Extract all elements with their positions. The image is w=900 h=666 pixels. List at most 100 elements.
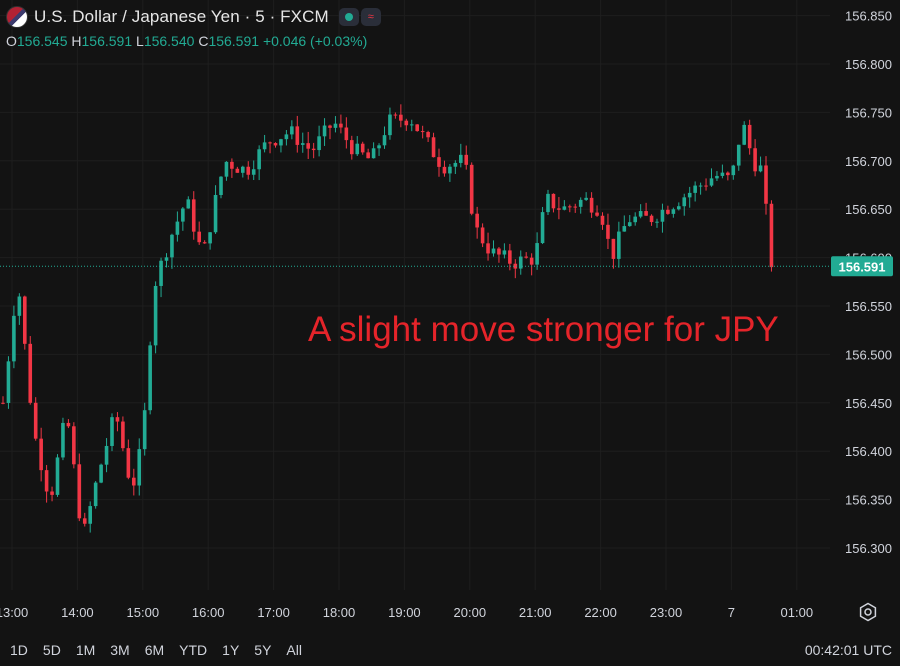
candle-body [137, 449, 142, 486]
y-tick-label: 156.650 [845, 202, 892, 217]
candle-body [257, 149, 261, 170]
candle-body [666, 209, 670, 214]
candle-body [502, 250, 507, 255]
candle-body [322, 125, 327, 137]
candle-body [453, 162, 458, 167]
candle-body [181, 208, 185, 222]
candle-body [753, 148, 757, 172]
utc-clock[interactable]: 00:42:01 UTC [804, 642, 892, 658]
range-button-1y[interactable]: 1Y [222, 642, 240, 658]
y-tick-label: 156.300 [845, 541, 892, 556]
candle-body [186, 199, 191, 209]
candle-body [518, 256, 523, 269]
candle-body [469, 164, 474, 214]
candle-body [655, 221, 659, 223]
candle-body [584, 197, 588, 200]
candle-body [121, 421, 125, 449]
candle-body [742, 124, 746, 145]
candle-body [39, 438, 43, 471]
candle-body [573, 206, 578, 208]
candle-body [442, 166, 447, 174]
candle-body [409, 124, 414, 126]
candle-body [132, 477, 136, 486]
candle-body [758, 165, 763, 172]
range-button-all[interactable]: All [286, 642, 302, 658]
x-tick-label: 18:00 [323, 605, 356, 620]
candle-body [399, 114, 403, 121]
candle-body [284, 134, 289, 140]
range-button-1m[interactable]: 1M [75, 642, 96, 658]
y-axis: 156.850156.800156.750156.700156.650156.6… [845, 9, 892, 556]
candle-body [622, 226, 627, 232]
range-button-5d[interactable]: 5D [42, 642, 61, 658]
range-button-1d[interactable]: 1D [10, 642, 28, 658]
candle-body [355, 143, 360, 155]
candle-body [191, 199, 196, 232]
candle-body [170, 234, 174, 258]
candle-body [535, 243, 539, 265]
y-tick-label: 156.550 [845, 299, 892, 314]
candle-body [44, 470, 49, 492]
candle-body [219, 176, 223, 196]
x-tick-label: 7 [728, 605, 735, 620]
candle-body [268, 142, 272, 144]
candle-body [388, 114, 392, 136]
candle-body [464, 154, 469, 165]
candle-body [104, 445, 109, 465]
candle-body [366, 152, 370, 159]
candle-body [153, 285, 158, 346]
symbol-legend[interactable]: U.S. Dollar / Japanese Yen · 5 · FXCM ≈ [6, 6, 381, 28]
symbol-title: U.S. Dollar / Japanese Yen · 5 · FXCM [34, 7, 329, 26]
x-tick-label: 17:00 [257, 605, 290, 620]
candle-body [17, 296, 22, 316]
range-button-3m[interactable]: 3M [110, 642, 130, 658]
candle-body [12, 315, 16, 362]
candle-body [290, 126, 294, 135]
candle-body [350, 140, 354, 155]
candle-body [660, 209, 665, 222]
candle-body [611, 238, 616, 259]
candle-body [1, 402, 5, 404]
candle-body [431, 137, 436, 158]
candle-body [311, 148, 316, 151]
current-price-badge [831, 256, 893, 277]
range-button-5y[interactable]: 5Y [254, 642, 272, 658]
annotation-text: A slight move stronger for JPY [308, 310, 779, 349]
candle-body [497, 248, 501, 255]
candle-body [382, 135, 387, 146]
candle-body [693, 185, 697, 193]
market-open-dot-icon [338, 8, 359, 26]
y-tick-label: 156.850 [845, 9, 892, 24]
y-tick-label: 156.450 [845, 396, 892, 411]
candle-body [720, 172, 725, 176]
candle-body [415, 124, 419, 132]
status-pills[interactable]: ≈ [338, 8, 381, 26]
close-value: 156.591 [208, 33, 260, 49]
wave-icon[interactable]: ≈ [360, 8, 381, 26]
settings-gear-icon[interactable] [858, 602, 878, 622]
candle-body [682, 197, 687, 207]
candle-body [77, 464, 82, 519]
candle-body [437, 157, 441, 167]
range-button-6m[interactable]: 6M [144, 642, 165, 658]
candle-body [769, 203, 774, 268]
candle-body [333, 123, 338, 128]
candle-body [731, 165, 736, 176]
x-tick-label: 13:00 [0, 605, 28, 620]
candle-body [126, 448, 131, 478]
range-button-ytd[interactable]: YTD [179, 642, 208, 658]
y-tick-label: 156.400 [845, 444, 892, 459]
candle-body [633, 216, 637, 223]
candle-body [202, 242, 207, 244]
x-axis: 13:00 14:00 15:00 16:00 17:00 18:00 19:00 20:00… [0, 605, 813, 620]
ohlc-readout: O156.545 H156.591 L156.540 C156.591 +0.0… [6, 33, 367, 49]
change-value: +0.046 (+0.03%) [262, 33, 368, 49]
candles [1, 104, 774, 533]
y-tick-label: 156.500 [845, 347, 892, 362]
candle-body [747, 124, 752, 149]
candle-body [589, 197, 594, 213]
candle-body [704, 185, 708, 187]
candle-body [371, 148, 376, 159]
candle-body [300, 143, 305, 145]
